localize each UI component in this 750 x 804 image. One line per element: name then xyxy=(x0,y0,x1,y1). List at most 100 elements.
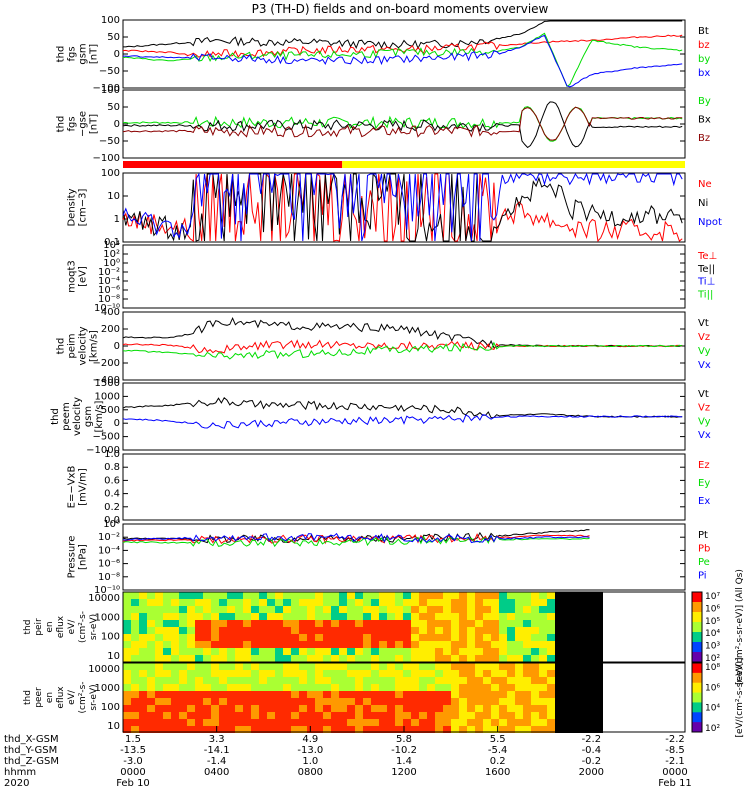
spectrogram-cell xyxy=(403,677,411,684)
spectrogram-cell xyxy=(179,677,187,684)
spectrogram-cell xyxy=(411,627,419,634)
spectrogram-cell xyxy=(163,606,171,613)
spectrogram-cell xyxy=(371,620,379,627)
spectrogram-cell xyxy=(579,655,587,662)
spectrogram-cell xyxy=(619,655,627,662)
spectrogram-cell xyxy=(491,648,499,655)
legend-entry: Te|| xyxy=(697,264,715,275)
spectrogram-cell xyxy=(195,613,203,620)
spectrogram-cell xyxy=(347,670,355,677)
spectrogram-cell xyxy=(371,655,379,662)
spectrogram-cell xyxy=(579,670,587,677)
spectrogram-cell xyxy=(275,634,283,641)
spectrogram-cell xyxy=(211,620,219,627)
spectrogram-cell xyxy=(379,641,387,648)
spectrogram-cell xyxy=(315,634,323,641)
spectrogram-cell xyxy=(603,606,611,613)
spectrogram-cell xyxy=(491,592,499,599)
spectrogram-cell xyxy=(651,712,659,719)
spectrogram-cell xyxy=(307,648,315,655)
series-line-Bt xyxy=(123,20,683,50)
spectrogram-cell xyxy=(611,641,619,648)
colorbar-swatch xyxy=(692,672,702,684)
spectrogram-cell xyxy=(259,606,267,613)
spectrogram-cell xyxy=(203,691,211,698)
colorbar-swatch xyxy=(692,692,702,703)
spectrogram-cell xyxy=(291,634,299,641)
spectrogram-cell xyxy=(211,641,219,648)
spectrogram-cell xyxy=(339,691,347,698)
spectrogram-cell xyxy=(483,606,491,613)
spectrogram-cell xyxy=(355,648,363,655)
spectrogram-cell xyxy=(659,634,667,641)
spectrogram-cell xyxy=(683,641,691,648)
spectrogram-cell xyxy=(379,655,387,662)
spectrogram-cell xyxy=(267,620,275,627)
spectrogram-cell xyxy=(235,641,243,648)
spectrogram-cell xyxy=(371,691,379,698)
spectrogram-cell xyxy=(147,677,155,684)
spectrogram-cell xyxy=(443,705,451,712)
panel-frame xyxy=(122,382,686,451)
y-axis-label: fgs xyxy=(67,116,78,131)
spectrogram-cell xyxy=(155,592,163,599)
spectrogram-cell xyxy=(435,606,443,613)
y-tick-label: 100 xyxy=(101,702,120,713)
spectrogram-cell xyxy=(667,698,675,705)
spectrogram-cell xyxy=(147,691,155,698)
spectrogram-cell xyxy=(163,719,171,726)
spectrogram-cell xyxy=(219,620,227,627)
spectrogram-cell xyxy=(483,670,491,677)
spectrogram-cell xyxy=(443,592,451,599)
spectrogram-cell xyxy=(355,634,363,641)
spectrogram-cell xyxy=(339,677,347,684)
spectrogram-cell xyxy=(251,677,259,684)
spectrogram-cell xyxy=(299,641,307,648)
spectrogram-cell xyxy=(435,726,443,733)
spectrogram-cell xyxy=(179,684,187,691)
spectrogram-cell xyxy=(395,613,403,620)
x-tick-value: 3.3 xyxy=(209,734,225,745)
spectrogram-cell xyxy=(395,627,403,634)
spectrogram-cell xyxy=(635,677,643,684)
spectrogram-cell xyxy=(323,726,331,733)
spectrogram-cell xyxy=(563,655,571,662)
spectrogram-cell xyxy=(555,641,563,648)
legend-entry: Te⊥ xyxy=(697,251,717,262)
spectrogram-cell xyxy=(483,705,491,712)
spectrogram-cell xyxy=(491,684,499,691)
spectrogram-cell xyxy=(435,599,443,606)
spectrogram-cell xyxy=(123,712,131,719)
spectrogram-cell xyxy=(675,684,683,691)
y-axis-label: eV/ xyxy=(67,689,77,705)
spectrogram-cell xyxy=(547,655,555,662)
spectrogram-cell xyxy=(259,719,267,726)
spectrogram-cell xyxy=(515,634,523,641)
spectrogram-cell xyxy=(139,698,147,705)
spectrogram-cell xyxy=(611,620,619,627)
x-tick-value: -5.4 xyxy=(488,745,508,756)
spectrogram-cell xyxy=(283,613,291,620)
spectrogram-cell xyxy=(651,606,659,613)
spectrogram-cell xyxy=(475,677,483,684)
spectrogram-cell xyxy=(619,592,627,599)
spectrogram-cell xyxy=(635,691,643,698)
spectrogram-cell xyxy=(667,712,675,719)
spectrogram-cell xyxy=(291,627,299,634)
spectrogram-cell xyxy=(539,719,547,726)
spectrogram-cell xyxy=(563,677,571,684)
spectrogram-cell xyxy=(291,698,299,705)
spectrogram-cell xyxy=(611,627,619,634)
spectrogram-cell xyxy=(475,648,483,655)
spectrogram-cell xyxy=(675,677,683,684)
spectrogram-cell xyxy=(275,677,283,684)
spectrogram-cell xyxy=(659,641,667,648)
spectrogram-cell xyxy=(299,606,307,613)
spectrogram-cell xyxy=(219,627,227,634)
spectrogram-cell xyxy=(171,627,179,634)
spectrogram-cell xyxy=(387,634,395,641)
spectrogram-cell xyxy=(523,634,531,641)
spectrogram-cell xyxy=(499,599,507,606)
y-axis-label: fgs xyxy=(67,46,78,61)
spectrogram-cell xyxy=(563,613,571,620)
